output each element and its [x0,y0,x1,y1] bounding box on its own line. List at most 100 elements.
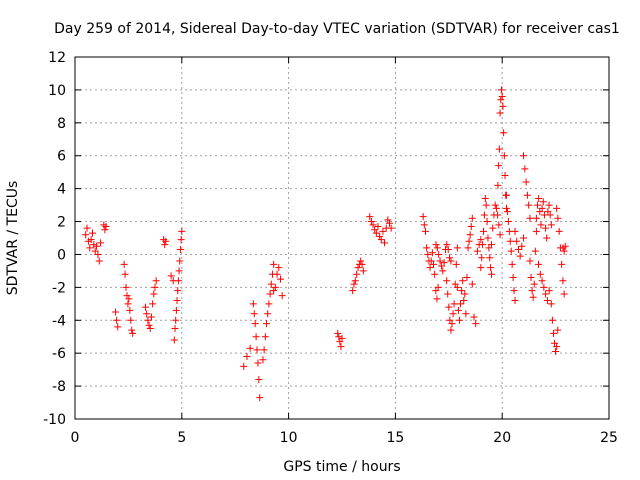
data-point [145,321,153,329]
data-point [337,343,345,351]
data-point [514,246,522,254]
data-point [358,260,366,268]
data-point [440,259,448,267]
data-point [522,178,530,186]
data-point [252,333,260,341]
data-point [462,310,470,318]
data-point [141,303,149,311]
data-point [433,244,441,252]
data-point [484,234,492,242]
data-point [495,162,503,170]
data-point [276,275,284,283]
data-point [419,213,427,221]
data-point [384,216,392,224]
data-point [357,257,365,265]
data-point [174,287,182,295]
data-point [172,316,180,324]
data-point [367,218,375,226]
data-point [128,326,136,334]
data-point [377,236,385,244]
data-point [538,204,546,212]
data-point [174,277,182,285]
data-point [486,254,494,262]
data-point [240,362,248,370]
chart-title: Day 259 of 2014, Sidereal Day-to-day VTE… [54,21,620,37]
data-point [520,234,528,242]
data-points [82,86,569,402]
data-point [452,260,460,268]
data-point [129,329,137,337]
data-point [176,257,184,265]
data-point [554,326,562,334]
data-point [502,204,510,212]
data-point [122,283,130,291]
data-point [516,252,524,260]
data-point [458,287,466,295]
data-point [173,297,181,305]
data-point [387,224,395,232]
data-point [167,272,175,280]
data-point [521,165,529,173]
data-point [446,254,454,262]
data-point [124,300,132,308]
data-point [554,214,562,222]
data-point [253,346,261,354]
data-point [472,320,480,328]
x-tick-label: 0 [71,430,80,446]
data-point [487,264,495,272]
data-point [464,244,472,252]
data-point [548,316,556,324]
data-point [334,329,342,337]
y-axis-label: SDTVAR / TECUs [5,181,21,296]
data-point [170,336,178,344]
data-point [480,211,488,219]
data-point [459,277,467,285]
plot-frame [74,56,610,420]
data-point [264,310,272,318]
data-point [143,310,151,318]
data-point [540,283,548,291]
data-point [444,246,452,254]
data-point [271,283,279,291]
data-point [86,244,94,252]
data-point [435,250,443,258]
y-tick-label: -8 [52,379,66,395]
data-point [93,242,101,250]
data-point [559,277,567,285]
data-point [83,224,91,232]
data-point [354,264,362,272]
data-point [546,211,554,219]
data-point [510,287,518,295]
data-point [152,277,160,285]
y-tick-label: 2 [57,215,66,231]
data-point [428,249,436,257]
data-point [502,191,510,199]
data-point [449,310,457,318]
data-point [547,221,555,229]
data-point [335,333,343,341]
data-point [509,273,517,281]
data-point [147,313,155,321]
data-point [538,277,546,285]
data-point [150,290,158,298]
data-point [495,145,503,153]
data-point [498,92,506,100]
data-point [523,191,531,199]
data-point [497,86,505,94]
data-point [102,222,110,230]
data-point [479,241,487,249]
data-point [353,270,361,278]
data-point [151,283,159,291]
x-tick-label: 10 [280,430,298,446]
y-tick-label: 12 [48,50,66,66]
data-point [270,260,278,268]
data-point [492,204,500,212]
data-point [453,244,461,252]
data-point [125,295,133,303]
data-point [275,264,283,272]
data-point [372,229,380,237]
data-point [508,260,516,268]
data-point [553,204,561,212]
data-point [424,250,432,258]
data-point [432,241,440,249]
